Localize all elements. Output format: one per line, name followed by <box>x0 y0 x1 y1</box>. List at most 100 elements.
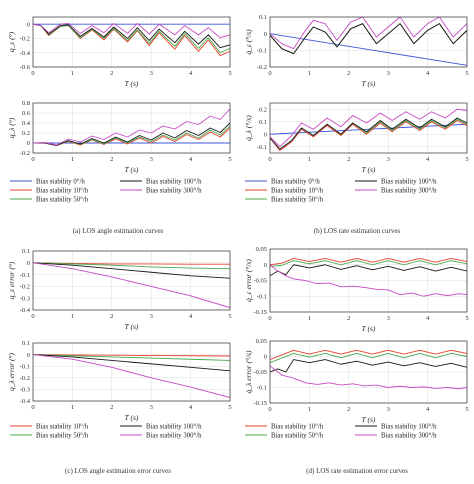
legend-item-label: Bias stability 10°/h <box>36 423 89 430</box>
x-tick-label: 5 <box>228 156 231 163</box>
plot-frame <box>269 248 468 313</box>
series-group <box>33 354 230 398</box>
x-tick-label: 5 <box>465 315 468 322</box>
y-tick-label: 0 <box>264 262 267 269</box>
y-axis-label: q_λ (°) <box>7 117 16 138</box>
plot-frame <box>32 250 231 311</box>
y-tick-label: -0.3 <box>20 295 30 302</box>
legend-item-label: Bias stability 100°/h <box>381 423 437 430</box>
x-tick-label: 1 <box>308 315 311 322</box>
y-tick-label: 0 <box>264 131 267 138</box>
series-line-10 <box>33 354 230 357</box>
y-tick-label: -0.2 <box>20 150 30 157</box>
y-tick-label: -0.1 <box>20 363 30 370</box>
series-line-300 <box>33 354 230 398</box>
plot-p3: 0 1 2 3 4 5 0.1 0 -0.1 -0.2 T (s) q̇_ε (°/s) <box>244 14 469 88</box>
x-tick-label: 4 <box>426 406 430 413</box>
x-tick-label: 0 <box>31 404 34 411</box>
y-tick-label: 0 <box>27 260 30 267</box>
series-line-300 <box>270 108 467 148</box>
x-tick-label: 5 <box>228 313 231 320</box>
y-axis-label: q̇_λ (°/s) <box>244 115 253 141</box>
plot-p8: 0 1 2 3 4 5 0.05 0 -0.05 -0.1 -0.15 T (s) q̇_λ error… <box>244 338 469 424</box>
y-tick-label: -0.1 <box>257 144 267 151</box>
y-tick-label: 0.8 <box>22 100 30 107</box>
y-axis-label: q̇_ε (°/s) <box>244 29 253 55</box>
y-tick-label: -0.2 <box>20 375 30 382</box>
x-tick-label: 4 <box>189 156 193 163</box>
legend-item-label: Bias stability 50°/h <box>271 196 324 203</box>
legend-c: Bias stability 10°/h Bias stability 50°/h… <box>10 423 202 439</box>
x-tick-label: 1 <box>71 313 74 320</box>
x-tick-label: 4 <box>189 70 193 77</box>
legend-item-label: Bias stability 100°/h <box>146 178 202 185</box>
series-group <box>33 262 230 309</box>
x-tick-label: 4 <box>189 313 193 320</box>
x-tick-label: 2 <box>347 70 350 77</box>
y-tick-label: -0.4 <box>20 307 31 314</box>
y-tick-label: -0.15 <box>253 309 267 316</box>
series-line-300 <box>33 22 230 39</box>
series-line-0 <box>270 33 467 66</box>
series-line-100 <box>270 117 467 150</box>
series-line-50 <box>33 262 230 270</box>
legend-item-label: Bias stability 10°/h <box>271 423 324 430</box>
legend-item-label: Bias stability 300°/h <box>146 432 202 439</box>
y-tick-label: -0.4 <box>20 398 31 405</box>
legend-item-label: Bias stability 100°/h <box>146 423 202 430</box>
y-tick-label: 0.1 <box>259 14 267 21</box>
x-tick-label: 3 <box>150 70 153 77</box>
plot-frame <box>269 340 468 404</box>
legend-item-label: Bias stability 10°/h <box>36 187 89 194</box>
legend-item-label: Bias stability 50°/h <box>271 432 324 439</box>
x-tick-label: 2 <box>347 315 350 322</box>
legend-item-label: Bias stability 300°/h <box>146 187 202 194</box>
caption-d: (d) LOS rate estimation error curves <box>306 467 408 475</box>
plot-frame <box>32 102 231 154</box>
legend-item-label: Bias stability 0°/h <box>36 178 85 185</box>
series-line-300 <box>270 17 467 50</box>
y-tick-label: 0 <box>264 354 267 361</box>
x-tick-label: 3 <box>387 70 390 77</box>
y-tick-label: -0.2 <box>257 64 267 71</box>
x-tick-label: 0 <box>268 70 271 77</box>
y-axis-label: q_ε error (°) <box>7 261 16 299</box>
x-tick-label: 5 <box>465 70 468 77</box>
x-tick-label: 2 <box>110 156 113 163</box>
series-group <box>270 349 467 390</box>
x-tick-label: 0 <box>31 156 34 163</box>
series-line-50 <box>270 260 467 267</box>
x-tick-label: 1 <box>71 404 74 411</box>
plot-frame <box>269 102 468 154</box>
legend-item-label: Bias stability 10°/h <box>271 187 324 194</box>
y-tick-label: 0.1 <box>22 248 30 255</box>
series-line-10 <box>270 120 467 151</box>
x-tick-label: 3 <box>387 156 390 163</box>
x-tick-label: 1 <box>71 70 74 77</box>
caption-c: (c) LOS angle estimation error curves <box>65 467 171 475</box>
x-tick-label: 4 <box>426 156 430 163</box>
legend-item-label: Bias stability 0°/h <box>271 178 320 185</box>
y-tick-label: 0 <box>27 21 30 28</box>
series-line-10 <box>270 349 467 361</box>
x-axis-label: T (s) <box>125 413 139 422</box>
series-line-300 <box>33 262 230 309</box>
x-tick-label: 1 <box>308 156 311 163</box>
y-tick-label: -0.1 <box>257 48 267 55</box>
series-group <box>33 22 230 57</box>
series-group <box>33 108 230 146</box>
x-tick-label: 4 <box>426 70 430 77</box>
series-line-100 <box>33 23 230 49</box>
plot-frame <box>32 342 231 402</box>
y-tick-label: 0.1 <box>259 119 267 126</box>
series-line-100 <box>33 262 230 279</box>
y-tick-label: 0.2 <box>259 106 267 113</box>
legend-item-label: Bias stability 100°/h <box>381 178 437 185</box>
y-axis-label: q̇_ε error (°/s) <box>244 259 253 302</box>
x-axis-label: T (s) <box>362 79 376 88</box>
x-axis-label: T (s) <box>362 415 376 424</box>
plot-frame <box>269 16 468 68</box>
series-line-10 <box>270 258 467 266</box>
series-group <box>270 108 467 151</box>
